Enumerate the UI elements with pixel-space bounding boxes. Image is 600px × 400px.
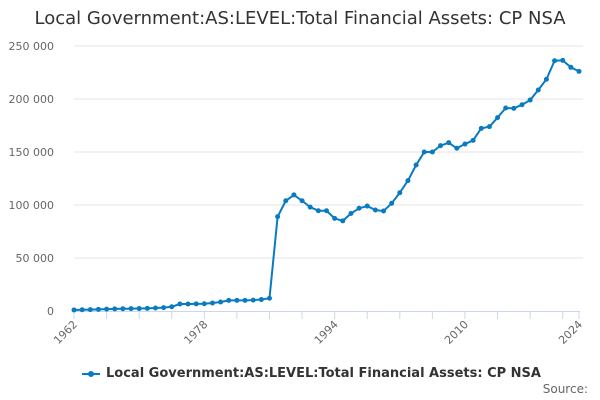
data-point <box>95 306 101 312</box>
data-point <box>169 304 175 310</box>
data-point <box>413 162 419 168</box>
data-point <box>226 297 232 303</box>
data-point <box>543 76 549 82</box>
data-point <box>104 306 110 312</box>
y-tick-label: 250 000 <box>9 40 55 53</box>
data-point <box>242 297 248 303</box>
data-point <box>381 208 387 214</box>
data-point <box>112 306 118 312</box>
series-line <box>73 59 580 311</box>
data-point <box>152 305 158 311</box>
data-point <box>218 299 224 305</box>
legend-item[interactable]: Local Government:AS:LEVEL:Total Financia… <box>82 366 541 381</box>
data-point <box>429 149 435 155</box>
y-tick-label: 200 000 <box>9 93 55 106</box>
data-point <box>552 58 558 64</box>
data-point <box>79 307 85 313</box>
data-point <box>87 307 93 313</box>
data-point <box>177 301 183 307</box>
y-tick-label: 150 000 <box>9 146 55 159</box>
data-point <box>495 115 501 121</box>
y-tick-label: 50 000 <box>16 252 55 265</box>
legend-marker-icon <box>82 370 100 377</box>
data-point <box>283 198 289 204</box>
data-point <box>576 68 582 74</box>
data-point <box>340 218 346 224</box>
data-point <box>275 214 281 220</box>
x-tick-label: 1962 <box>51 318 80 347</box>
data-point <box>462 141 468 147</box>
data-point <box>356 205 362 211</box>
data-point <box>185 301 191 307</box>
data-point <box>299 198 305 204</box>
data-point <box>258 297 264 303</box>
data-point <box>120 306 126 312</box>
data-point <box>364 203 370 209</box>
data-point <box>161 305 167 311</box>
chart-title: Local Government:AS:LEVEL:Total Financia… <box>34 8 566 29</box>
data-point <box>332 215 338 221</box>
data-point <box>307 204 313 210</box>
data-point <box>209 300 215 306</box>
data-point <box>519 102 525 108</box>
data-point <box>446 140 452 146</box>
data-point <box>421 149 427 155</box>
x-tick-label: 2024 <box>556 318 585 347</box>
data-point <box>234 297 240 303</box>
data-point <box>266 295 272 301</box>
data-point <box>405 178 411 184</box>
data-point <box>535 87 541 93</box>
data-point <box>568 64 574 70</box>
legend-label: Local Government:AS:LEVEL:Total Financia… <box>106 366 541 381</box>
data-point <box>315 208 321 214</box>
data-point <box>511 105 517 111</box>
data-point <box>486 124 492 130</box>
data-point <box>348 210 354 216</box>
data-point <box>372 207 378 213</box>
data-point <box>250 297 256 303</box>
data-point <box>454 145 460 151</box>
data-point <box>470 137 476 143</box>
x-tick-label: 1994 <box>312 318 341 347</box>
data-point <box>503 105 509 111</box>
data-point <box>291 192 297 198</box>
data-point <box>389 200 395 206</box>
x-tick-label: 2010 <box>442 318 471 347</box>
x-tick-label: 1978 <box>181 318 210 347</box>
data-point <box>201 301 207 307</box>
y-tick-label: 0 <box>47 305 54 318</box>
y-tick-label: 100 000 <box>9 199 55 212</box>
data-point <box>324 208 329 214</box>
data-point <box>128 306 134 312</box>
data-point <box>560 57 566 63</box>
data-point <box>193 301 199 307</box>
data-point <box>478 125 484 131</box>
data-point <box>71 307 77 313</box>
data-point <box>136 306 142 312</box>
data-point <box>438 143 444 149</box>
data-point <box>397 190 403 196</box>
source-label: Source: <box>542 382 588 396</box>
data-point <box>527 97 533 103</box>
data-point <box>144 305 150 311</box>
